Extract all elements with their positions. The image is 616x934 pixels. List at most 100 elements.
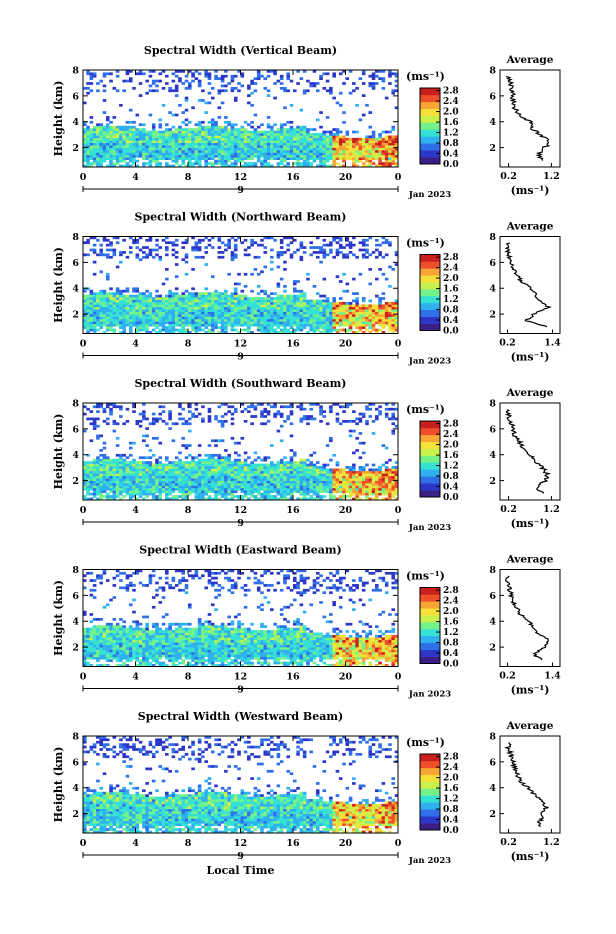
heatmap-cell [254, 321, 258, 324]
heatmap-cell [93, 312, 97, 315]
heatmap-cell [244, 314, 248, 317]
heatmap-cell [342, 478, 346, 481]
heatmap-cell [149, 135, 153, 138]
heatmap-cell [185, 309, 189, 312]
heatmap-cell [332, 490, 336, 493]
heatmap-cell [355, 321, 359, 324]
heatmap-cell [109, 143, 113, 146]
heatmap-cell [162, 309, 166, 312]
heatmap-cell [93, 309, 97, 312]
heatmap-cell [250, 478, 254, 481]
heatmap-cell [218, 321, 222, 324]
heatmap-cell [139, 143, 143, 146]
heatmap-cell [83, 155, 87, 158]
heatmap-cell [201, 302, 205, 305]
heatmap-cell [313, 138, 317, 141]
heatmap-cell [172, 152, 176, 155]
heatmap-cell [372, 493, 376, 496]
heatmap-cell [218, 106, 222, 109]
heatmap-cell [103, 295, 107, 298]
heatmap-cell [93, 307, 97, 310]
heatmap-cell [214, 292, 218, 295]
heatmap-cell [185, 319, 189, 322]
heatmap-cell [96, 157, 100, 160]
heatmap-cell [122, 466, 126, 469]
heatmap-cell [208, 329, 212, 332]
heatmap-cell [326, 155, 330, 158]
heatmap-cell [372, 150, 376, 153]
heatmap-cell [382, 150, 386, 153]
heatmap-cell [119, 488, 123, 491]
heatmap-cell [172, 295, 176, 298]
heatmap-cell [388, 326, 392, 329]
heatmap-cell [332, 329, 336, 332]
heatmap-cell [86, 143, 90, 146]
heatmap-cell [109, 495, 113, 498]
heatmap-cell [109, 138, 113, 141]
heatmap-cell [119, 126, 123, 129]
x-tick-label: 12 [234, 172, 247, 183]
heatmap-cell [231, 464, 235, 467]
heatmap-cell [113, 481, 117, 484]
heatmap-cell [122, 89, 126, 92]
heatmap-cell [195, 157, 199, 160]
heatmap-cell [277, 324, 281, 327]
heatmap-cell [119, 261, 123, 264]
heatmap-cell [218, 251, 222, 254]
heatmap-cell [263, 317, 267, 320]
heatmap-cell [391, 140, 395, 143]
heatmap-cell [368, 478, 372, 481]
heatmap-cell [214, 490, 218, 493]
heatmap-cell [375, 314, 379, 317]
heatmap-cell [122, 490, 126, 493]
heatmap-cell [106, 152, 110, 155]
heatmap-cell [231, 157, 235, 160]
heatmap-cell [293, 297, 297, 300]
heatmap-cell [211, 246, 215, 249]
heatmap-cell [336, 478, 340, 481]
heatmap-cell [201, 468, 205, 471]
heatmap-cell [359, 145, 363, 148]
heatmap-cell [296, 304, 300, 307]
heatmap-cell [391, 326, 395, 329]
heatmap-cell [306, 478, 310, 481]
heatmap-cell [116, 312, 120, 315]
heatmap-cell [267, 312, 271, 315]
heatmap-cell [375, 295, 379, 298]
heatmap-cell [221, 155, 225, 158]
heatmap-cell [99, 473, 103, 476]
heatmap-cell [385, 319, 389, 322]
heatmap-cell [172, 302, 176, 305]
heatmap-cell [237, 143, 241, 146]
heatmap-cell [93, 145, 97, 148]
heatmap-cell [204, 314, 208, 317]
heatmap-cell [139, 314, 143, 317]
heatmap-cell [250, 239, 254, 242]
heatmap-cell [116, 295, 120, 298]
heatmap-cell [270, 133, 274, 136]
heatmap-cell [286, 302, 290, 305]
heatmap-cell [185, 256, 189, 259]
heatmap-cell [382, 131, 386, 134]
heatmap-cell [336, 251, 340, 254]
heatmap-cell [204, 126, 208, 129]
heatmap-cell [329, 312, 333, 315]
heatmap-cell [260, 244, 264, 247]
heatmap-cell [244, 493, 248, 496]
heatmap-cell [378, 268, 382, 271]
heatmap-cell [342, 135, 346, 138]
heatmap-cell [106, 317, 110, 320]
heatmap-cell [323, 466, 327, 469]
heatmap-cell [286, 145, 290, 148]
heatmap-cell [208, 312, 212, 315]
heatmap-cell [224, 145, 228, 148]
x-tick-label: 0 [395, 339, 402, 350]
heatmap-cell [244, 319, 248, 322]
heatmap-cell [296, 481, 300, 484]
heatmap-cell [378, 140, 382, 143]
heatmap-cell [227, 135, 231, 138]
heatmap-cell [323, 157, 327, 160]
heatmap-cell [208, 314, 212, 317]
heatmap-cell [250, 321, 254, 324]
heatmap-cell [241, 473, 245, 476]
